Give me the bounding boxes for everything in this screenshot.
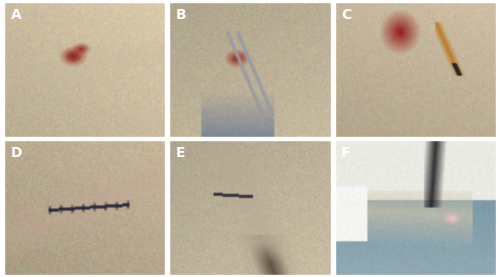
- Text: D: D: [10, 146, 22, 160]
- Text: E: E: [176, 146, 186, 160]
- Text: A: A: [10, 7, 21, 22]
- Text: F: F: [341, 146, 350, 160]
- Text: C: C: [341, 7, 351, 22]
- Text: B: B: [176, 7, 186, 22]
